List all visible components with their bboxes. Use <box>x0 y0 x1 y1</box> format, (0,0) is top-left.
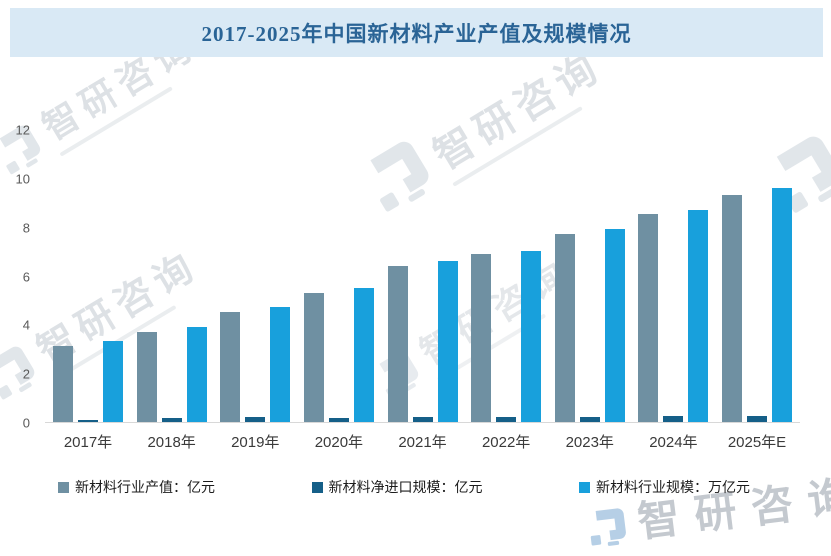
bar <box>245 417 266 422</box>
x-axis: 2017年 2018年 2019年 2020年 2021年 2022年 2023年 2024年… <box>45 431 800 452</box>
x-axis-label: 2017年 <box>63 434 113 451</box>
bar <box>604 229 625 422</box>
bar <box>387 266 408 422</box>
bar-group-2025年E <box>722 130 792 422</box>
legend-swatch-icon <box>58 481 69 493</box>
bar <box>78 420 98 422</box>
legend-swatch-icon <box>311 481 323 493</box>
plot-area <box>45 130 800 423</box>
y-axis-tick-label: 4 <box>22 317 30 333</box>
bar <box>579 417 600 422</box>
bar-group-2019年 <box>220 130 291 422</box>
bar-group-2017年 <box>53 130 123 422</box>
bar <box>688 210 709 422</box>
bar <box>747 416 767 422</box>
chart-canvas: 智研咨询 智研咨询 智研咨询 智研咨询 <box>0 8 831 546</box>
y-axis-tick-label: 2 <box>22 366 30 382</box>
title-banner: 2017-2025年中国新材料产业产值及规模情况 <box>10 8 823 57</box>
bar <box>220 312 241 422</box>
bar <box>496 417 517 422</box>
bar <box>412 417 433 422</box>
bar <box>772 188 792 422</box>
bar <box>521 251 542 422</box>
bar-group-2023年 <box>554 130 625 422</box>
bar <box>554 234 575 422</box>
x-axis-label: 2018年 <box>147 434 196 451</box>
y-axis-tick-label: 10 <box>15 171 30 187</box>
bar <box>303 293 324 422</box>
x-axis-label: 2023年 <box>565 434 614 451</box>
y-axis-tick-label: 0 <box>22 415 30 431</box>
bar <box>353 288 374 422</box>
y-axis-tick-label: 8 <box>22 220 30 236</box>
x-axis-label: 2024年 <box>649 434 698 451</box>
bar <box>663 416 684 422</box>
bar <box>136 332 157 422</box>
x-axis-label: 2022年 <box>481 434 531 451</box>
x-axis-label: 2020年 <box>314 434 364 451</box>
bar-group-2024年 <box>638 130 709 422</box>
legend-item: 新材料净进口规模：亿元 <box>311 477 483 497</box>
y-axis-tick-label: 12 <box>15 122 30 138</box>
bar <box>471 254 492 422</box>
bar <box>437 261 458 422</box>
chart-legend: 新材料行业产值：亿元 新材料净进口规模：亿元 新材料行业规模：万亿元 <box>58 477 750 497</box>
bar <box>638 214 659 422</box>
bar-group-2021年 <box>387 130 458 422</box>
bar <box>186 327 207 422</box>
bar <box>270 307 291 422</box>
x-axis-label: 2021年 <box>398 434 447 451</box>
bar-group-2022年 <box>471 130 542 422</box>
bar-group-2020年 <box>303 130 374 422</box>
bar <box>161 418 182 422</box>
bar <box>53 346 73 422</box>
legend-label: 新材料净进口规模：亿元 <box>328 479 483 495</box>
legend-item: 新材料行业规模：万亿元 <box>579 477 750 497</box>
zhiyan-logo-icon <box>584 504 631 556</box>
y-axis: 0 2 4 6 8 10 12 <box>0 123 36 431</box>
bar <box>722 195 742 422</box>
x-axis-label: 2019年 <box>231 434 280 451</box>
y-axis-tick-label: 6 <box>22 269 30 284</box>
chart-title: 2017-2025年中国新材料产业产值及规模情况 <box>201 21 632 46</box>
bar <box>103 341 123 422</box>
legend-label: 新材料行业规模：万亿元 <box>596 479 750 495</box>
bar <box>328 418 349 422</box>
watermark-brand-text: 智研咨询 <box>635 471 831 546</box>
legend-item: 新材料行业产值：亿元 <box>58 477 215 497</box>
x-axis-label: 2025年E <box>727 434 787 451</box>
legend-label: 新材料行业产值：亿元 <box>75 479 215 495</box>
legend-swatch-icon <box>579 481 590 493</box>
bar-group-2018年 <box>136 130 207 422</box>
watermark-bottom-right: 智研咨询 <box>582 461 831 556</box>
